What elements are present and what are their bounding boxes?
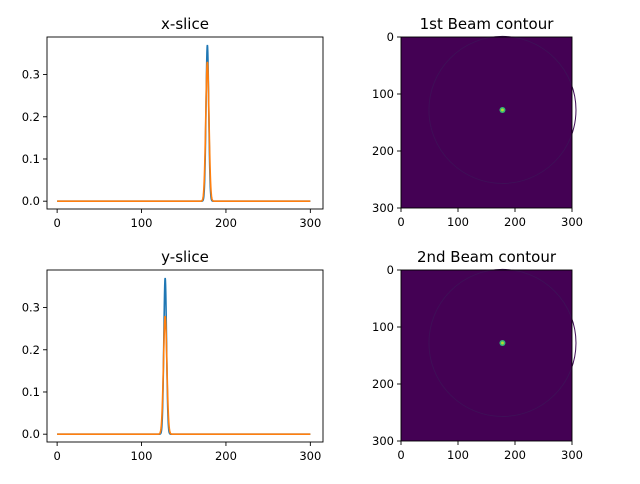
y-tick-label: 100	[372, 87, 394, 101]
chart-title: 1st Beam contour	[420, 15, 555, 33]
beam-spot-core	[501, 108, 504, 112]
y-tick-label: 0	[387, 30, 394, 44]
axes-frame	[46, 269, 324, 443]
x-tick-label: 300	[299, 216, 321, 230]
x-tick-label: 0	[397, 215, 404, 229]
axes-frame	[400, 269, 573, 442]
subplot-1: x-slice 0 100 200 300 0.0 0.1 0.2 0.3	[22, 15, 324, 230]
axes-frame	[46, 36, 324, 210]
series-line-2	[57, 61, 311, 202]
y-tick-label: 0.3	[22, 68, 40, 82]
y-tick-label: 0.2	[22, 343, 40, 357]
x-tick-label: 300	[561, 215, 583, 229]
heatmap-ring	[428, 268, 577, 417]
heatmap-ring	[428, 35, 577, 184]
x-tick-label: 200	[215, 449, 237, 463]
heatmap-image	[401, 37, 572, 208]
x-tick-label: 200	[504, 448, 526, 462]
axes-frame	[400, 36, 573, 209]
series-line-2	[57, 315, 311, 435]
y-tick-label: 100	[372, 320, 394, 334]
y-tick-label: 0.0	[22, 194, 40, 208]
x-tick-label: 100	[447, 448, 469, 462]
y-tick-label: 300	[372, 434, 394, 448]
x-tick-label: 0	[53, 449, 60, 463]
y-tick-label: 300	[372, 201, 394, 215]
x-tick-label: 100	[131, 216, 153, 230]
heatmap-image	[401, 270, 572, 441]
y-tick-label: 200	[372, 144, 394, 158]
x-tick-label: 200	[215, 216, 237, 230]
chart-title: 2nd Beam contour	[417, 248, 557, 266]
x-tick-label: 100	[131, 449, 153, 463]
x-tick-label: 300	[299, 449, 321, 463]
y-tick-label: 0.2	[22, 110, 40, 124]
chart-title: y-slice	[161, 248, 209, 266]
x-tick-label: 300	[561, 448, 583, 462]
subplot-2: y-slice 0 100 200 300 0.0 0.1 0.2 0.3	[22, 248, 324, 463]
y-tick-label: 0.0	[22, 427, 40, 441]
chart-title: x-slice	[161, 15, 209, 33]
x-tick-label: 200	[504, 215, 526, 229]
x-tick-label: 0	[53, 216, 60, 230]
y-tick-label: 0	[387, 263, 394, 277]
beam-spot-core	[501, 341, 504, 345]
y-tick-label: 0.1	[22, 385, 40, 399]
y-tick-label: 200	[372, 377, 394, 391]
x-tick-label: 0	[397, 448, 404, 462]
x-tick-label: 100	[447, 215, 469, 229]
y-tick-label: 0.1	[22, 152, 40, 166]
y-tick-label: 0.3	[22, 301, 40, 315]
